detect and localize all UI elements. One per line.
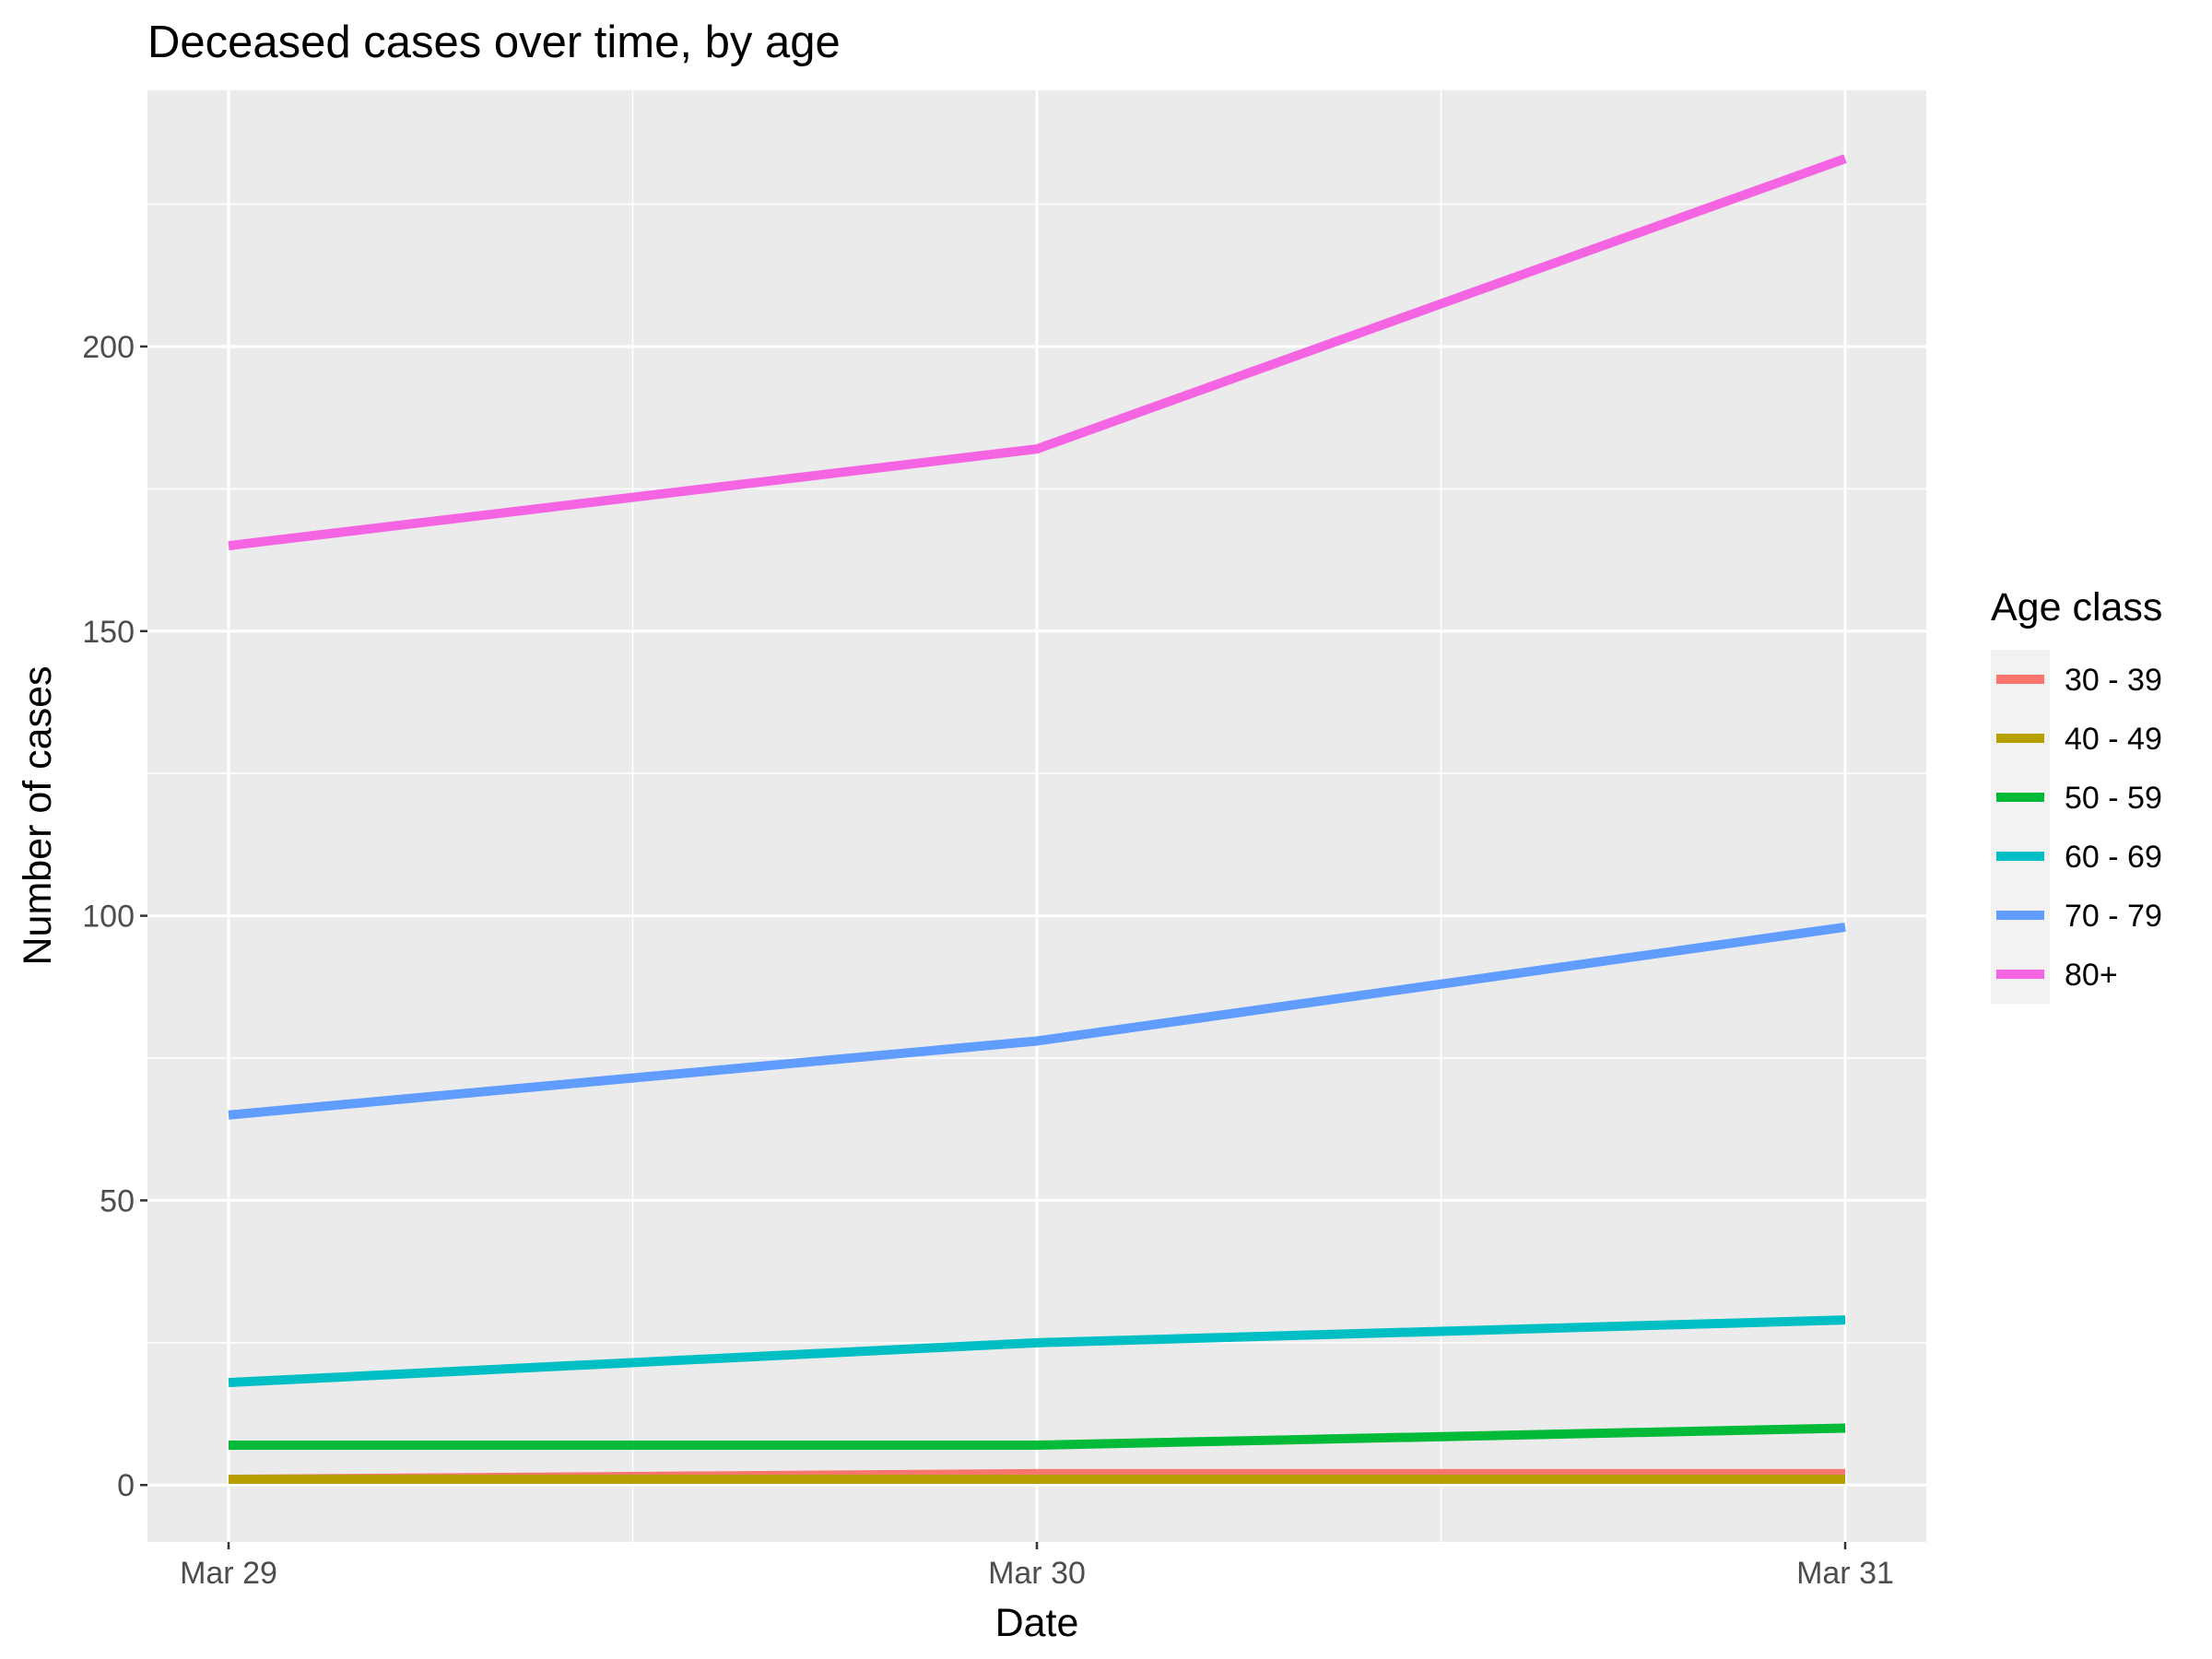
legend-label-30-39: 30 - 39	[2065, 663, 2162, 698]
y-tick-label: 100	[82, 900, 135, 935]
x-tick-label: Mar 31	[1796, 1556, 1894, 1591]
x-tick-label: Mar 29	[180, 1556, 277, 1591]
series-line-50-59	[229, 1423, 1846, 1450]
series-line-80	[228, 154, 1847, 551]
x-tick-label: Mar 30	[988, 1556, 1086, 1591]
series-line-60-69	[228, 1315, 1846, 1388]
y-tick-label: 0	[117, 1468, 135, 1503]
legend-label-40-49: 40 - 49	[2065, 722, 2162, 757]
legend-title: Age class	[1991, 585, 2162, 629]
chart-title: Deceased cases over time, by age	[147, 18, 841, 67]
x-axis-title: Date	[995, 1601, 1079, 1645]
y-axis-title: Number of cases	[16, 665, 60, 965]
legend-items: 30 - 39 40 - 49 50 - 59 60 - 69 70 - 79 80+	[1991, 650, 2162, 1004]
series-lines	[228, 154, 1847, 1485]
major-gridlines	[147, 90, 1926, 1542]
legend-key-background	[1991, 650, 2050, 1004]
legend: Age class 30 - 39 40 - 49 50 - 59 60 - 69 70…	[1991, 585, 2162, 1004]
x-axis: Mar 29 Mar 30 Mar 31	[180, 1542, 1894, 1591]
legend-label-80: 80+	[2065, 958, 2118, 993]
y-axis: 0 50 100 150 200	[82, 330, 147, 1503]
legend-label-60-69: 60 - 69	[2065, 840, 2162, 875]
y-tick-label: 50	[100, 1183, 135, 1218]
y-tick-label: 150	[82, 615, 135, 650]
legend-label-70-79: 70 - 79	[2065, 899, 2162, 934]
series-line-70-79	[228, 922, 1846, 1120]
legend-label-50-59: 50 - 59	[2065, 781, 2162, 816]
y-tick-label: 200	[82, 330, 135, 365]
